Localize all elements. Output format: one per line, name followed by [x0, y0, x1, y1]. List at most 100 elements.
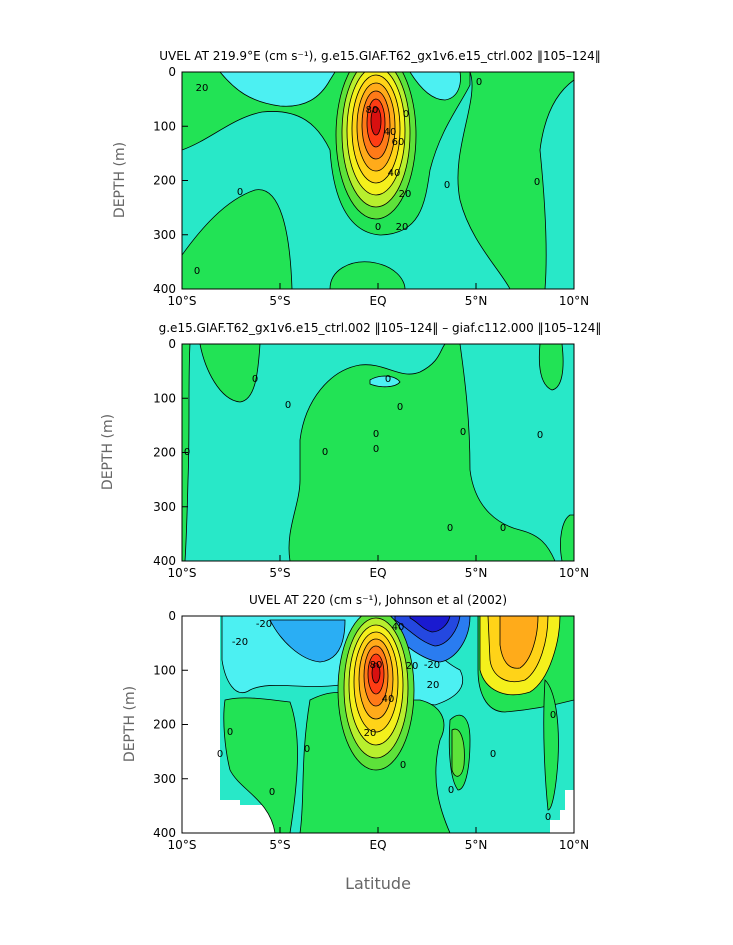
- y-tick-label: 100: [153, 663, 176, 677]
- p1-green-bottom-mid: [329, 261, 406, 289]
- contour-label: -20: [256, 619, 272, 630]
- panel-2-ylabel: DEPTH (m): [100, 414, 116, 490]
- y-tick-label: 0: [168, 337, 176, 351]
- contour-label: 0: [476, 77, 482, 88]
- x-tick-label: 10°N: [559, 838, 589, 852]
- x-tick-label: 5°N: [465, 566, 488, 580]
- contour-label: 0: [237, 187, 243, 198]
- contour-label: 0: [194, 266, 200, 277]
- y-tick-label: 200: [153, 718, 176, 732]
- contour-label: 0: [448, 785, 454, 796]
- panel-3-ylabel: DEPTH (m): [122, 686, 138, 762]
- y-tick-label: 400: [153, 282, 176, 296]
- x-tick-label: 10°N: [559, 566, 589, 580]
- contour-label: 0: [217, 749, 223, 760]
- panel-1: UVEL AT 219.9°E (cm s⁻¹), g.e15.GIAF.T62…: [112, 49, 601, 308]
- contour-label: 0: [304, 744, 310, 755]
- contour-label: 80: [370, 660, 383, 671]
- contour-label: 0: [545, 812, 551, 823]
- x-tick-label: 5°N: [465, 294, 488, 308]
- contour-label: 0: [269, 787, 275, 798]
- y-tick-label: 400: [153, 554, 176, 568]
- x-tick-label: EQ: [369, 294, 386, 308]
- p2-green-right-blob: [538, 344, 564, 391]
- panel-2-title: g.e15.GIAF.T62_gx1v6.e15_ctrl.002 ‖105–1…: [159, 321, 602, 335]
- x-tick-label: EQ: [369, 566, 386, 580]
- contour-label: 0: [385, 374, 391, 385]
- p3-jet-right-3: [499, 616, 539, 669]
- y-tick-label: 300: [153, 772, 176, 786]
- y-tick-label: 300: [153, 500, 176, 514]
- contour-label: 60: [392, 137, 405, 148]
- contour-label: 0: [227, 727, 233, 738]
- contour-label: 40: [384, 127, 397, 138]
- y-tick-label: 100: [153, 119, 176, 133]
- x-tick-label: 10°N: [559, 294, 589, 308]
- panel-1-title: UVEL AT 219.9°E (cm s⁻¹), g.e15.GIAF.T62…: [159, 49, 601, 63]
- contour-label: 40: [388, 168, 401, 179]
- x-tick-label: 10°S: [168, 294, 197, 308]
- p3-jet-c8: [371, 662, 381, 684]
- p2-green-top-left: [199, 344, 261, 403]
- x-tick-label: 5°S: [269, 838, 290, 852]
- panel-3-title: UVEL AT 220 (cm s⁻¹), Johnson et al (200…: [249, 593, 507, 607]
- p1-cyan-top-left: [219, 72, 336, 107]
- contour-label: 0: [444, 180, 450, 191]
- y-tick-label: 200: [153, 174, 176, 188]
- contour-label: 0: [252, 374, 258, 385]
- contour-label: 20: [364, 728, 377, 739]
- contour-label: 0: [375, 222, 381, 233]
- y-tick-label: 0: [168, 65, 176, 79]
- contour-label: 20: [427, 680, 440, 691]
- contour-label: 0: [373, 429, 379, 440]
- panel-2-axes: 10°S 5°S EQ 5°N 10°N 0 100 200 300 400: [153, 337, 589, 580]
- x-tick-label: EQ: [369, 838, 386, 852]
- y-tick-label: 200: [153, 446, 176, 460]
- p3-blue-3: [409, 616, 451, 633]
- x-tick-label: 10°S: [168, 838, 197, 852]
- contour-label: 0: [500, 523, 506, 534]
- contour-label: 80: [366, 105, 379, 116]
- contour-label: 0: [322, 447, 328, 458]
- contour-label: 20: [196, 83, 209, 94]
- panel-1-ylabel: DEPTH (m): [112, 142, 128, 218]
- contour-label: 20: [406, 661, 419, 672]
- contour-label: 0: [534, 177, 540, 188]
- x-axis-label: Latitude: [345, 874, 411, 893]
- contour-label: 40: [382, 694, 395, 705]
- contour-label: 0: [550, 710, 556, 721]
- contour-label: 0: [447, 523, 453, 534]
- x-tick-label: 5°S: [269, 566, 290, 580]
- p1-green-bottom-left: [182, 189, 293, 289]
- contour-label: -20: [232, 637, 248, 648]
- contour-label: 0: [373, 444, 379, 455]
- p2-green-right-bottom: [560, 514, 574, 561]
- y-tick-label: 0: [168, 609, 176, 623]
- p1-green-right: [457, 72, 574, 289]
- x-tick-label: 5°S: [269, 294, 290, 308]
- contour-label: 0: [403, 109, 409, 120]
- p1-jet-c8: [370, 106, 382, 136]
- contour-label: 0: [400, 760, 406, 771]
- y-tick-label: 400: [153, 826, 176, 840]
- contour-label: 20: [399, 189, 412, 200]
- contour-label: 0: [285, 400, 291, 411]
- y-tick-label: 300: [153, 228, 176, 242]
- panel-2: g.e15.GIAF.T62_gx1v6.e15_ctrl.002 ‖105–1…: [100, 321, 601, 580]
- panel-3: UVEL AT 220 (cm s⁻¹), Johnson et al (200…: [122, 593, 589, 893]
- p3-green-right-3: [543, 679, 559, 811]
- contour-label: 0: [490, 749, 496, 760]
- contour-label: 0: [537, 430, 543, 441]
- contour-label: 0: [397, 402, 403, 413]
- p1-cyan-top-right: [409, 72, 461, 101]
- p3-green-dark-right: [451, 728, 465, 777]
- y-tick-label: 100: [153, 391, 176, 405]
- p3-cyan-2: [269, 619, 346, 663]
